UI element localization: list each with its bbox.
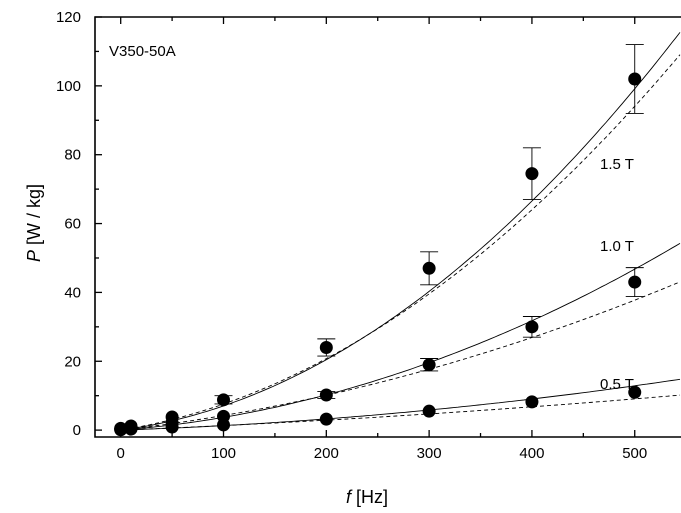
fit-curve-solid <box>120 32 681 431</box>
fit-curve-solid <box>120 243 681 431</box>
y-tick-label: 80 <box>64 147 81 164</box>
plot-frame <box>94 16 681 438</box>
y-axis-title: P [W / kg] <box>24 184 44 262</box>
series-label: 1.5 T <box>600 156 634 173</box>
y-tick-label: 60 <box>64 216 81 233</box>
data-point <box>628 385 642 399</box>
y-tick-label: 40 <box>64 284 81 301</box>
x-axis-title-unit: [Hz] <box>351 487 388 507</box>
data-point <box>422 261 436 275</box>
x-axis-title: f [Hz] <box>346 487 388 507</box>
data-point <box>217 393 231 407</box>
x-tick-label: 500 <box>622 445 647 462</box>
data-point <box>628 72 642 86</box>
x-axis-title-symbol: f <box>346 487 353 507</box>
x-tick-label: 100 <box>211 445 236 462</box>
axis-ticks: 0 100 200 300 400 500 0 20 40 60 80 100 120 <box>56 9 647 462</box>
data-point <box>628 275 642 289</box>
data-point <box>525 320 539 334</box>
x-tick-label: 0 <box>117 445 125 462</box>
data-point <box>319 388 333 402</box>
x-tick-label: 300 <box>417 445 442 462</box>
fit-curve-dashed <box>120 54 681 431</box>
fit-curves <box>120 32 681 431</box>
plot-area <box>94 16 681 438</box>
fit-curve-solid <box>120 378 681 431</box>
y-tick-label: 20 <box>64 353 81 370</box>
data-point <box>124 422 138 436</box>
y-axis-title-unit: [W / kg] <box>24 184 44 250</box>
data-point <box>525 395 539 409</box>
series-label: 1.0 T <box>600 238 634 255</box>
data-point <box>525 167 539 181</box>
y-axis-title-symbol: P <box>24 250 44 262</box>
y-tick-label: 0 <box>73 422 81 439</box>
fit-curve-dashed <box>120 281 681 431</box>
data-point <box>165 420 179 434</box>
fit-curve-dashed <box>120 394 681 431</box>
data-point <box>422 404 436 418</box>
data-point <box>319 340 333 354</box>
series-labels: 1.5 T 1.0 T 0.5 T <box>600 156 634 393</box>
series-label: 0.5 T <box>600 376 634 393</box>
y-tick-label: 100 <box>56 78 81 95</box>
x-tick-label: 200 <box>314 445 339 462</box>
data-point <box>114 423 128 437</box>
y-tick-label: 120 <box>56 9 81 26</box>
data-marks <box>114 44 644 437</box>
x-tick-label: 400 <box>519 445 544 462</box>
data-point <box>422 358 436 372</box>
annotation-text: V350-50A <box>109 43 176 60</box>
data-point <box>217 418 231 432</box>
data-point <box>319 412 333 426</box>
